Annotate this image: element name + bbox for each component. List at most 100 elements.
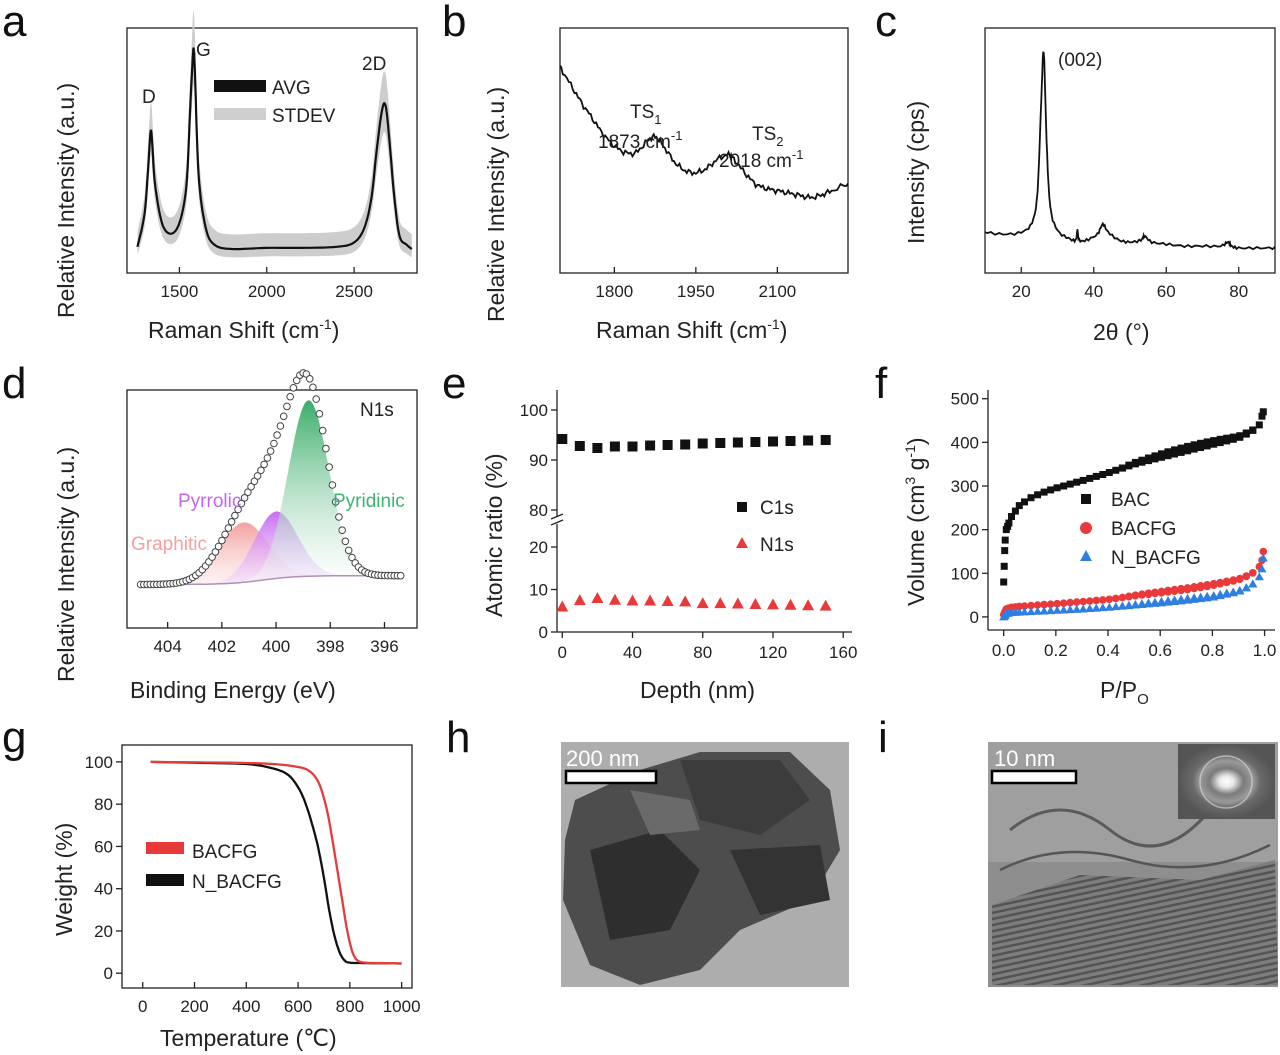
peak-label-2d: 2D xyxy=(362,54,386,75)
point-n_bacfg xyxy=(1202,591,1212,600)
x-axis-e-tick-label: 40 xyxy=(623,643,642,662)
x-axis-label-b: Raman Shift (cm-1) xyxy=(596,316,787,343)
raman-line-b xyxy=(559,65,849,201)
annotation-ts2: TS2 xyxy=(752,124,784,149)
y-axis-f-tick-label: 0 xyxy=(970,608,979,627)
y-axis-label-a: Relative Intensity (a.u.) xyxy=(53,83,79,318)
component-area-pyridinic xyxy=(140,400,403,585)
data-point-d xyxy=(338,526,347,535)
point-bac xyxy=(1171,446,1178,454)
point-n_bacfg xyxy=(1189,593,1199,602)
data-point-d xyxy=(331,498,340,506)
scale-bar-i xyxy=(990,769,1078,785)
legend-label-n1s: N1s xyxy=(760,535,794,556)
data-point-d xyxy=(240,494,249,502)
stdev-band xyxy=(137,9,412,258)
y-axis-label-d: Relative Intensity (a.u.) xyxy=(53,447,79,682)
point-bacfg xyxy=(1072,598,1081,606)
x-axis-g-tick-label: 1000 xyxy=(383,997,421,1016)
data-point-d xyxy=(231,511,239,520)
x-axis-d-tick-label: 404 xyxy=(153,637,181,656)
x-axis-b-tick-label: 1800 xyxy=(595,282,633,301)
data-point-d xyxy=(289,384,298,392)
data-point-d xyxy=(348,553,356,562)
legend-label-nbacfg: N_BACFG xyxy=(1111,548,1201,569)
point-bac xyxy=(1210,437,1218,445)
x-axis-f-tick-label: 1.0 xyxy=(1253,641,1277,660)
data-point-d xyxy=(221,530,229,539)
point-bac xyxy=(1258,412,1266,420)
y-axis-e-top-tick-label: 80 xyxy=(529,501,548,520)
point-bac xyxy=(1145,454,1152,462)
plot-area-g xyxy=(150,760,402,965)
point-bacfg xyxy=(1020,602,1029,610)
y-axis-e-top-tick-label: 90 xyxy=(529,451,548,470)
point-bac xyxy=(1040,488,1048,496)
point-n_bacfg xyxy=(1228,587,1238,596)
point-bac xyxy=(1118,464,1126,472)
data-point-d xyxy=(286,392,295,401)
point-n_bacfg xyxy=(1222,588,1232,597)
panel-g: 0 200 400 600 800 1000 0 20 40 60 80 100 BACFG N_BA… xyxy=(51,744,421,1051)
data-point-d xyxy=(283,402,291,411)
lattice-fringe-region xyxy=(992,860,1278,985)
point-bac xyxy=(1047,486,1055,494)
point-n_bacfg xyxy=(1046,606,1056,615)
point-bac xyxy=(1000,578,1008,586)
point-bacfg xyxy=(1079,597,1087,606)
x-axis-g-tick-label: 400 xyxy=(232,997,260,1016)
point-bac xyxy=(1011,507,1019,515)
point-bac xyxy=(1001,536,1009,544)
data-point-d xyxy=(270,439,278,448)
c1s-point xyxy=(627,441,638,452)
legend-label-g-bacfg: BACFG xyxy=(192,842,257,863)
point-bac xyxy=(1177,448,1185,456)
point-n_bacfg xyxy=(1104,602,1114,611)
point-n_bacfg xyxy=(1143,598,1153,607)
x-axis-e-tick-label: 0 xyxy=(558,643,567,662)
legend-swatch-bacfg xyxy=(146,842,184,854)
n1s-point xyxy=(556,600,569,612)
point-bacfg xyxy=(1125,592,1133,601)
point-bac xyxy=(1105,469,1113,476)
x-axis-a-tick-label: 2500 xyxy=(335,282,373,301)
point-bac xyxy=(1203,438,1211,446)
data-point-d xyxy=(322,444,330,453)
c1s-point xyxy=(768,436,778,447)
point-bacfg xyxy=(1183,584,1192,592)
data-point-d xyxy=(227,518,236,526)
x-axis-g-tick-label: 600 xyxy=(284,997,312,1016)
point-n_bacfg xyxy=(1257,564,1267,573)
point-bac xyxy=(1236,432,1244,440)
point-bacfg xyxy=(1222,577,1231,586)
panel-h: 200 nm xyxy=(561,742,849,987)
x-axis-b-tick-label: 2100 xyxy=(758,282,796,301)
avg-line xyxy=(136,47,413,251)
y-axis-g-tick-label: 0 xyxy=(104,964,113,983)
legend-marker-c1s xyxy=(737,502,747,512)
legend-swatch-nbacfg xyxy=(146,874,184,886)
y-axis-label-b: Relative Intensity (a.u.) xyxy=(483,87,509,322)
x-axis-b-tick-label: 1950 xyxy=(677,282,715,301)
scale-bar-h xyxy=(564,769,658,785)
point-bac xyxy=(1259,408,1267,416)
point-n_bacfg xyxy=(1176,594,1186,603)
annotation-ts1: TS1 xyxy=(630,102,662,127)
x-axis-d-tick-label: 400 xyxy=(262,637,290,656)
point-bac xyxy=(1216,435,1224,443)
data-point-d xyxy=(273,431,281,439)
point-bacfg xyxy=(1105,595,1114,604)
point-bac xyxy=(1092,472,1100,480)
data-point-d xyxy=(211,548,220,556)
n1s-point xyxy=(714,597,727,609)
point-n_bacfg xyxy=(1091,603,1101,612)
data-point-d xyxy=(305,375,314,383)
point-bacfg xyxy=(1033,601,1042,609)
point-bacfg xyxy=(1086,597,1094,605)
data-point-d xyxy=(244,488,252,497)
point-bac xyxy=(1249,426,1257,434)
point-n_bacfg xyxy=(1020,607,1030,616)
x-axis-e-tick-label: 80 xyxy=(693,643,712,662)
x-axis-g-tick-label: 200 xyxy=(180,997,208,1016)
x-axis-c-tick-label: 60 xyxy=(1157,282,1176,301)
